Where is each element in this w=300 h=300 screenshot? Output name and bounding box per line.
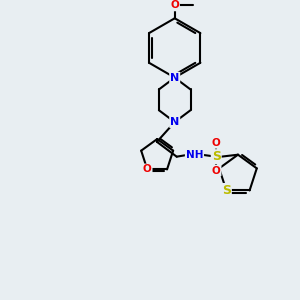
Text: N: N xyxy=(170,117,179,127)
Text: O: O xyxy=(212,138,220,148)
Text: S: S xyxy=(212,150,221,163)
Text: NH: NH xyxy=(186,150,203,160)
Text: S: S xyxy=(222,184,231,197)
Text: N: N xyxy=(170,73,179,82)
Text: O: O xyxy=(170,0,179,11)
Text: O: O xyxy=(212,166,220,176)
Text: O: O xyxy=(143,164,152,174)
